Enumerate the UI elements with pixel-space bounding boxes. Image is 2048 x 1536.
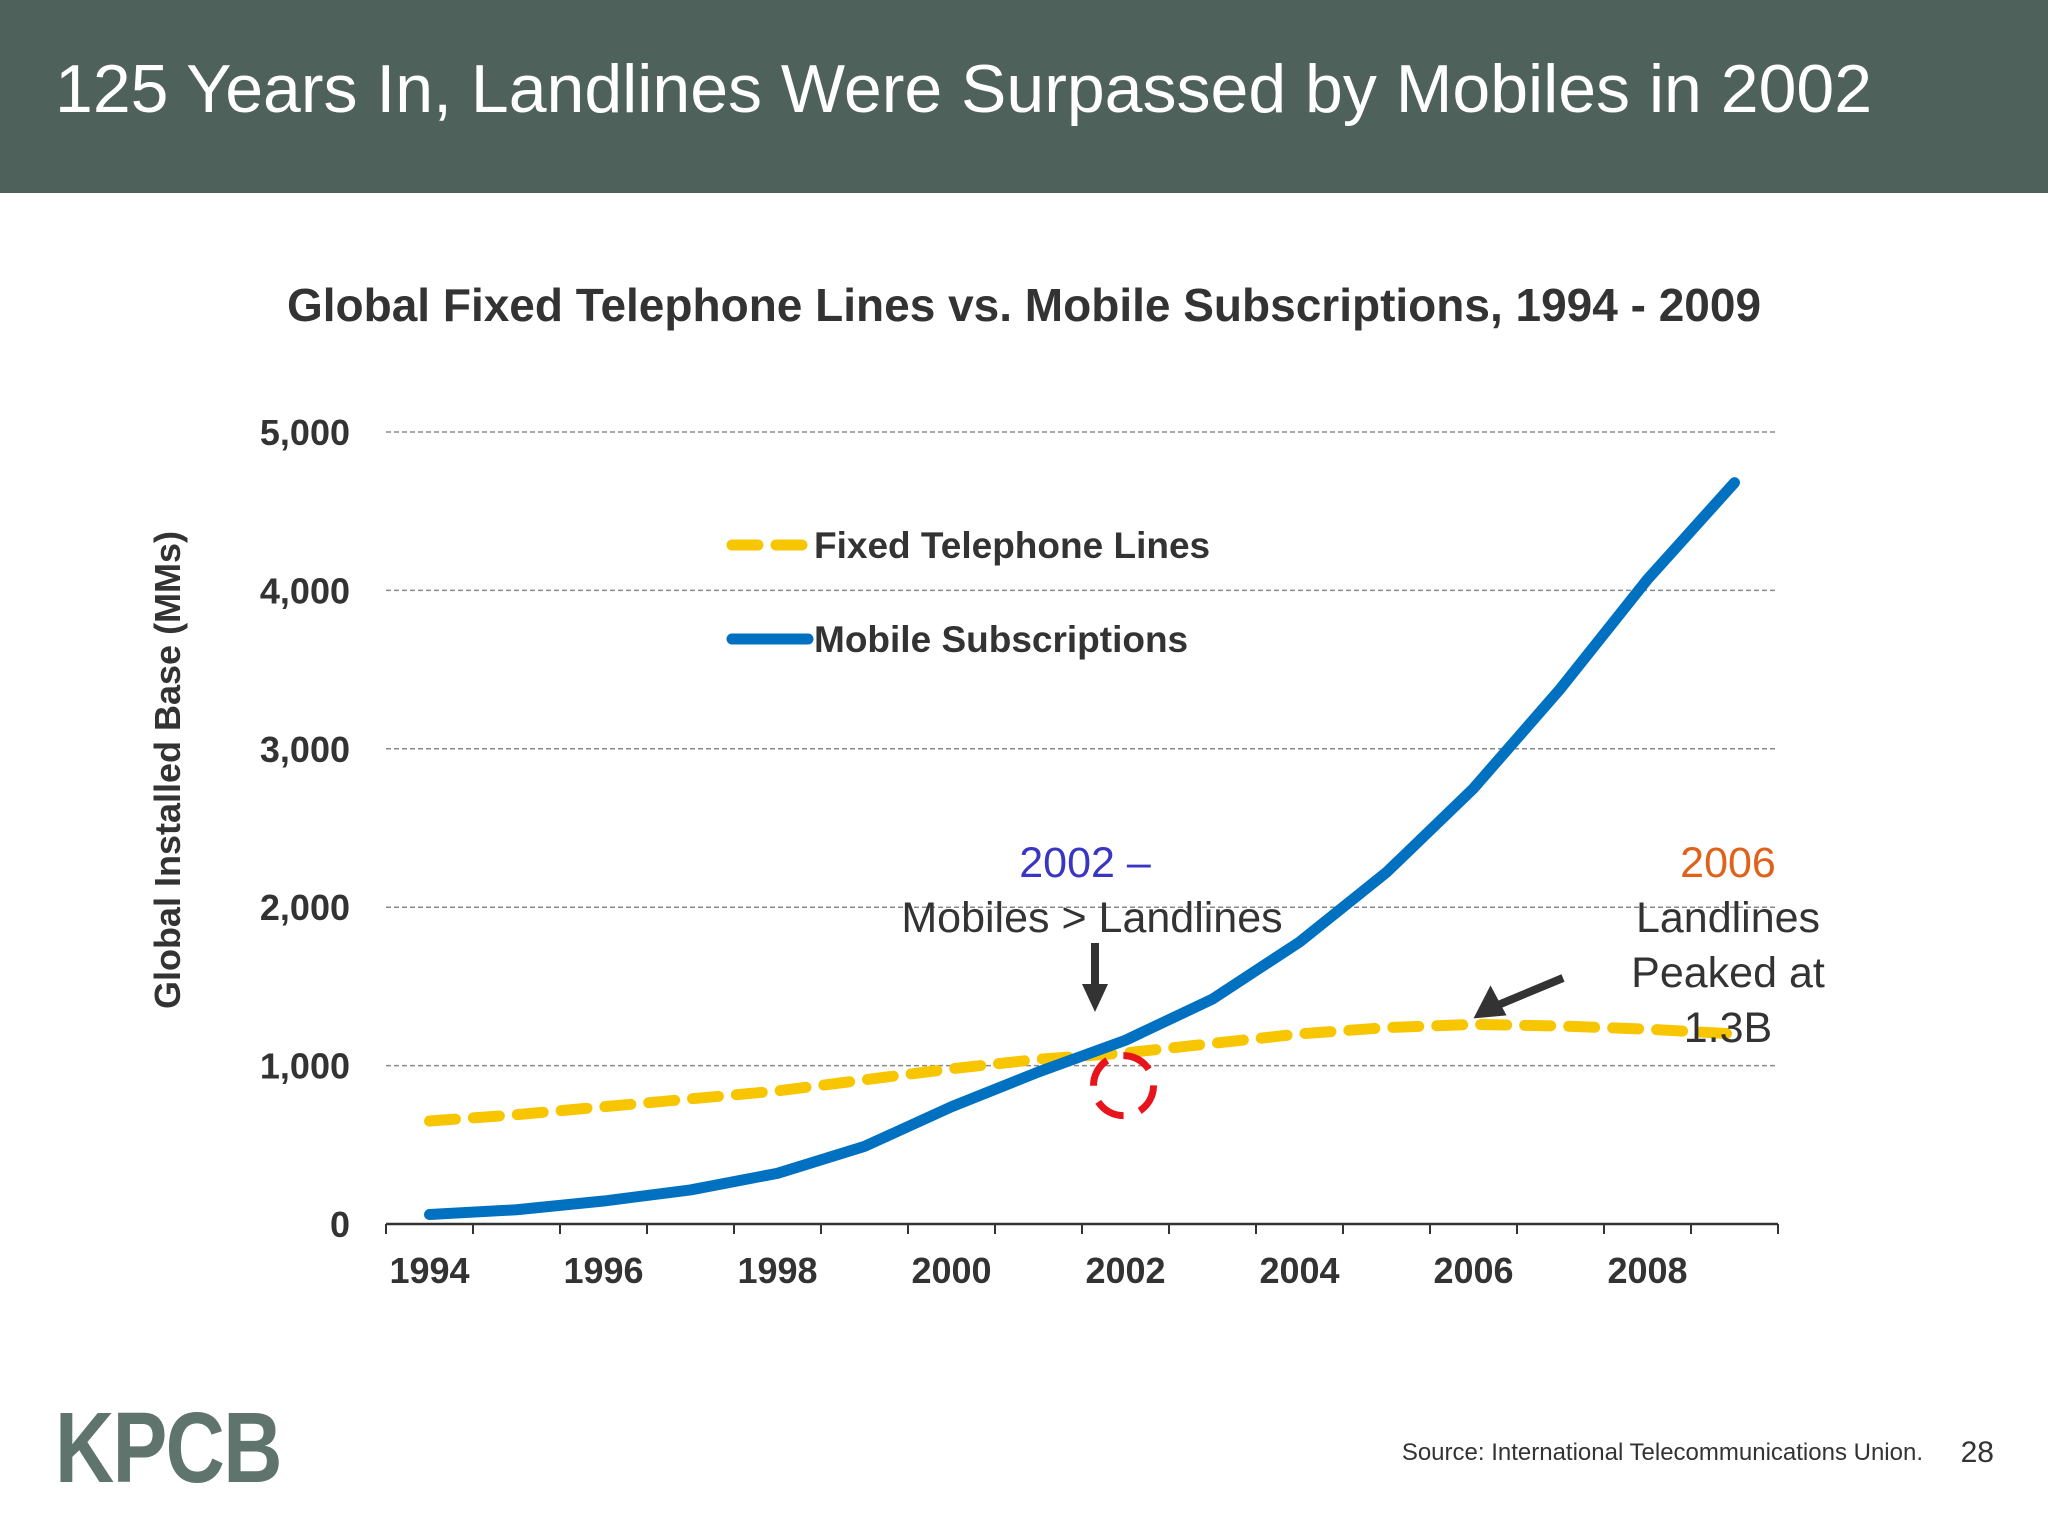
x-tick-label: 1996 xyxy=(563,1250,643,1291)
annotation-2006-line: 1.3B xyxy=(1684,1004,1772,1052)
down-arrow-head-icon xyxy=(1082,984,1108,1012)
y-tick-label: 2,000 xyxy=(260,887,350,928)
y-axis-label: Global Installed Base (MMs) xyxy=(147,531,188,1009)
page-number: 28 xyxy=(1960,1436,1994,1469)
crossover-circle xyxy=(1090,1052,1157,1120)
x-tick-label: 1994 xyxy=(389,1250,469,1291)
x-tick-labels: 1994 1996 1998 2000 2002 2004 2006 2008 xyxy=(389,1250,1687,1291)
annotation-2002-text: Mobiles > Landlines xyxy=(901,894,1282,942)
x-tick-label: 1998 xyxy=(737,1250,817,1291)
series-lines xyxy=(424,477,1740,1220)
chart-title: Global Fixed Telephone Lines vs. Mobile … xyxy=(286,279,1762,331)
x-tick-label: 2004 xyxy=(1259,1250,1339,1291)
annotation-2006-year: 2006 xyxy=(1680,839,1776,887)
annotation-2002-year: 2002 – xyxy=(1019,839,1151,887)
y-tick-label: 3,000 xyxy=(260,729,350,770)
y-tick-label: 1,000 xyxy=(260,1046,350,1087)
y-tick-labels: 0 1,000 2,000 3,000 4,000 5,000 xyxy=(260,412,350,1245)
gridlines xyxy=(386,431,1778,1067)
title-bar: 125 Years In, Landlines Were Surpassed b… xyxy=(0,0,2048,193)
annotation-2006-line: Peaked at xyxy=(1631,949,1825,997)
axes xyxy=(385,1222,1779,1234)
legend: Fixed Telephone Lines Mobile Subscription… xyxy=(726,525,1210,660)
diagonal-arrow-head-icon xyxy=(1473,985,1507,1019)
x-tick-label: 2000 xyxy=(911,1250,991,1291)
legend-label: Fixed Telephone Lines xyxy=(814,525,1210,566)
legend-label: Mobile Subscriptions xyxy=(814,619,1188,660)
fixed-lines-series xyxy=(424,1018,1740,1127)
x-tick-label: 2006 xyxy=(1433,1250,1513,1291)
annotation-2006-line: Landlines xyxy=(1636,894,1820,942)
diagonal-arrow-icon xyxy=(1497,974,1565,1009)
y-tick-label: 4,000 xyxy=(260,570,350,611)
source-note: Source: International Telecommunications… xyxy=(1401,1439,1923,1466)
slide-title: 125 Years In, Landlines Were Surpassed b… xyxy=(55,51,1873,127)
mobile-subscriptions-series xyxy=(424,477,1740,1220)
kpcb-logo: KPCB xyxy=(55,1392,282,1504)
annotations: 2002 – Mobiles > Landlines 2006 Landlines Pe… xyxy=(901,839,1825,1120)
x-tick-label: 2008 xyxy=(1607,1250,1687,1291)
x-tick-label: 2002 xyxy=(1085,1250,1165,1291)
y-tick-label: 5,000 xyxy=(260,412,350,453)
y-tick-label: 0 xyxy=(330,1204,350,1245)
